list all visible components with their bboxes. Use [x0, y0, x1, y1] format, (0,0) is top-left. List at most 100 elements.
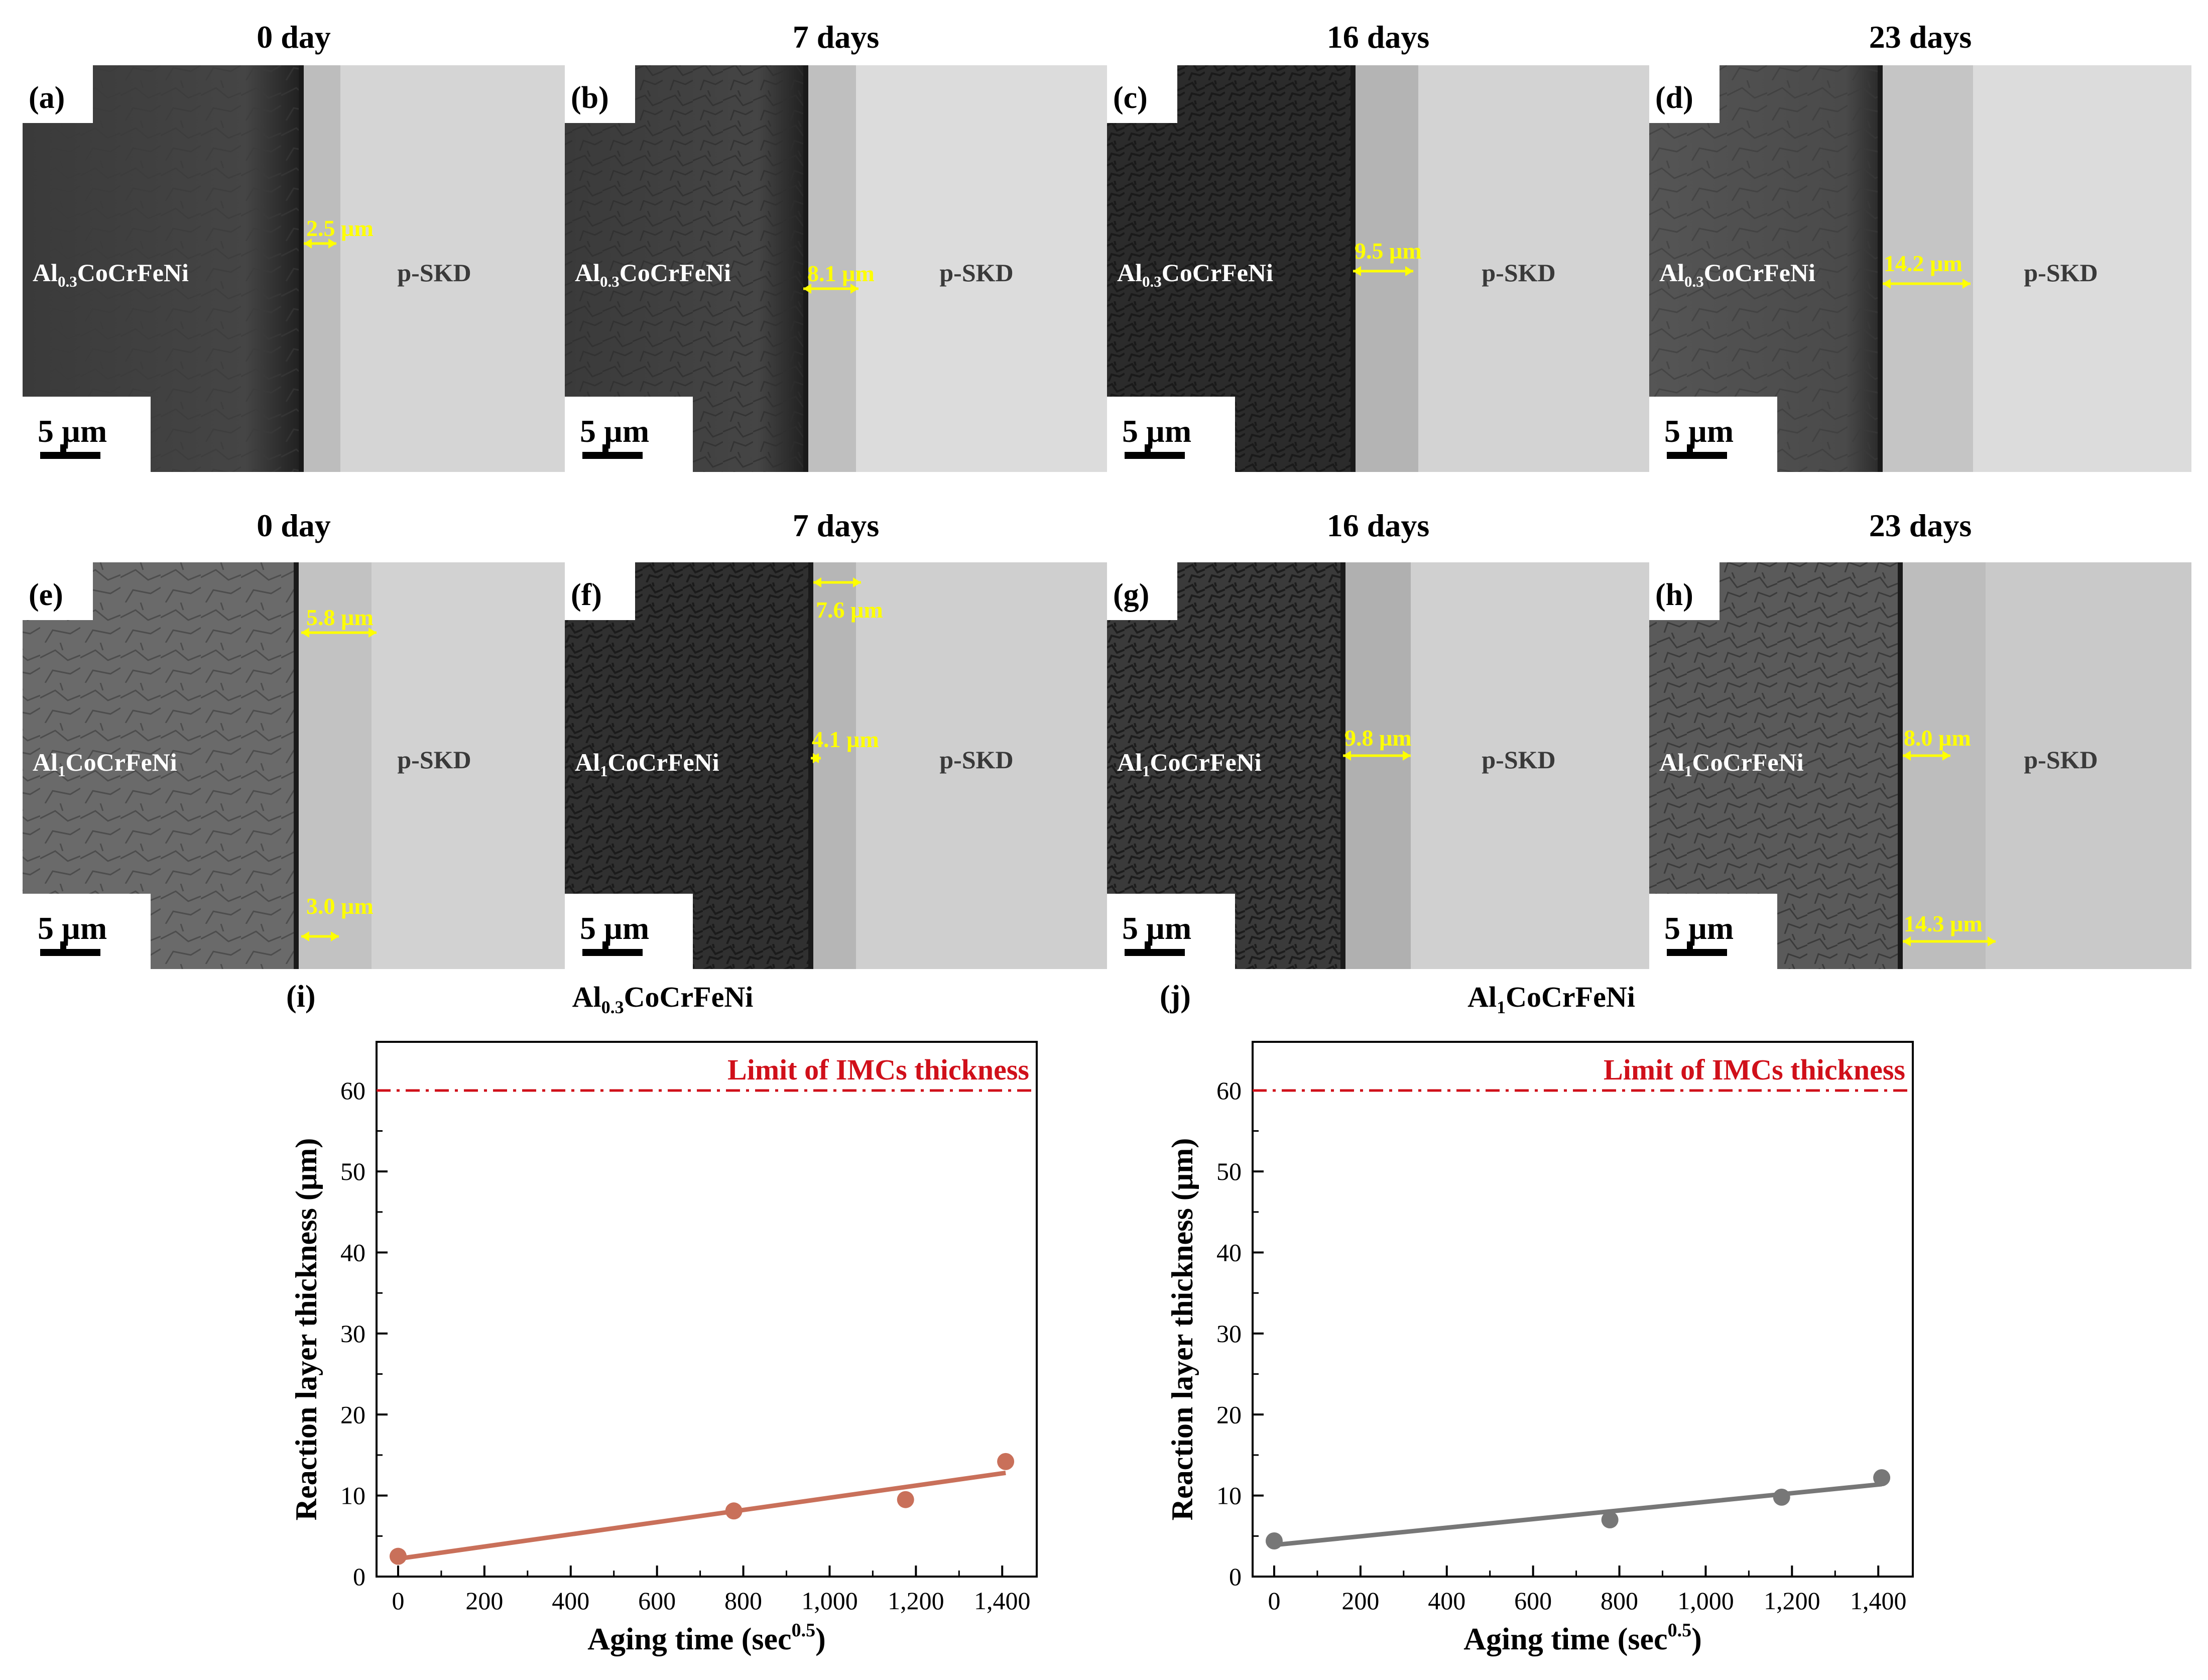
- y-tick-label: 50: [1216, 1157, 1242, 1185]
- scale-bar-label: 5 µm: [1122, 413, 1191, 449]
- thickness-measurement: 8.0 µm: [1903, 725, 1971, 761]
- measurement-label: 14.2 µm: [1884, 251, 1962, 276]
- scale-bar-label: 5 µm: [38, 413, 107, 449]
- chart-panel-label: (j): [1160, 980, 1191, 1014]
- x-tick-label: 600: [638, 1587, 676, 1615]
- chart-title-base: Al: [572, 981, 601, 1013]
- data-point: [1873, 1469, 1891, 1487]
- panel-label-box: [1107, 65, 1177, 123]
- x-tick-label: 400: [1428, 1587, 1465, 1615]
- panel-label: (h): [1655, 578, 1693, 612]
- x-axis-label-base: Aging time (sec: [1463, 1622, 1667, 1656]
- measurement-label: 2.5 µm: [306, 215, 374, 241]
- alloy-label-base: Al: [33, 748, 58, 776]
- measurement-label: 9.8 µm: [1344, 725, 1412, 751]
- alloy-label-rest: CoCrFeNi: [1150, 748, 1262, 776]
- scale-bar-box: [23, 894, 151, 969]
- x-axis-label-sup: 0.5: [1668, 1620, 1692, 1641]
- scale-bar: [582, 949, 643, 956]
- matrix-label: p-SKD: [1482, 259, 1555, 287]
- alloy-label-sub: 0.3: [600, 273, 620, 290]
- scale-bar-label: 5 µm: [1664, 413, 1734, 449]
- measurement-label: 9.5 µm: [1355, 238, 1422, 264]
- x-tick-label: 800: [1601, 1587, 1638, 1615]
- scale-bar-box: [1107, 894, 1235, 969]
- scale-bar-label: 5 µm: [1122, 910, 1191, 946]
- fit-line: [398, 1470, 1006, 1561]
- alloy-label-sub: 0.3: [1684, 273, 1704, 290]
- arrow-head-right: [813, 753, 821, 763]
- alloy-label-base: Al: [1659, 259, 1684, 287]
- arrow-head-right: [1962, 279, 1971, 289]
- thickness-measurement: 9.8 µm: [1343, 725, 1412, 761]
- measurement-label: 8.1 µm: [807, 261, 875, 286]
- thickness-measurement: 9.5 µm: [1353, 238, 1422, 276]
- x-tick-label: 600: [1514, 1587, 1552, 1615]
- micrograph-panel-g: 16 days (g) 5 µm Al1CoCrFeNi p-SKD 9.8 µm: [1107, 508, 1649, 969]
- panel-label: (c): [1113, 81, 1148, 115]
- scale-bar-tick: [602, 941, 608, 951]
- scale-bar: [1667, 452, 1727, 459]
- measurement-label: 3.0 µm: [306, 893, 374, 919]
- chart-title-sub: 1: [1497, 997, 1506, 1017]
- measurement-label: 8.0 µm: [1904, 725, 1971, 751]
- arrow-head-right: [1405, 266, 1413, 276]
- alloy-label: Al0.3CoCrFeNi: [1659, 259, 1815, 290]
- arrow-head-left: [1883, 279, 1891, 289]
- matrix-label: p-SKD: [939, 259, 1013, 287]
- alloy-label: Al1CoCrFeNi: [1659, 748, 1804, 780]
- y-axis-label: Reaction layer thickness (µm): [290, 1138, 323, 1521]
- scale-bar-tick: [60, 444, 66, 454]
- arrow-head-left: [1353, 266, 1361, 276]
- alloy-label-rest: CoCrFeNi: [1692, 748, 1804, 776]
- x-tick-label: 1,200: [888, 1587, 944, 1615]
- thickness-measurement: 3.0 µm: [301, 893, 374, 941]
- scale-bar-tick: [60, 941, 66, 951]
- scale-bar-label: 5 µm: [1664, 910, 1734, 946]
- y-tick-label: 40: [1216, 1239, 1242, 1267]
- scale-bar-box: [1107, 397, 1235, 472]
- scale-bar: [40, 452, 100, 459]
- plot-frame: [1252, 1041, 1914, 1578]
- chart-title-rest: CoCrFeNi: [1506, 981, 1635, 1013]
- alloy-label: Al1CoCrFeNi: [575, 748, 719, 780]
- alloy-label-rest: CoCrFeNi: [66, 748, 177, 776]
- alloy-label-base: Al: [575, 748, 600, 776]
- alloy-label: Al0.3CoCrFeNi: [1117, 259, 1273, 290]
- micrograph-panel-c: 16 days (c) 5 µm Al0.3CoCrFeNi p-SKD 9.5 µm: [1107, 19, 1649, 472]
- scale-bar-tick: [1145, 444, 1151, 454]
- x-tick-label: 800: [724, 1587, 762, 1615]
- arrow-head-right: [850, 284, 858, 294]
- arrow-head-right: [331, 931, 339, 941]
- x-axis-label: Aging time (sec0.5): [1463, 1620, 1702, 1656]
- scale-bar-tick: [1687, 941, 1693, 951]
- alloy-label: Al1CoCrFeNi: [33, 748, 177, 780]
- panel-label: (e): [29, 578, 63, 612]
- scale-bar-tick: [1145, 941, 1151, 951]
- matrix-label: p-SKD: [939, 746, 1013, 774]
- micrograph-panel-b: 7 days (b) 5 µm Al0.3CoCrFeNi p-SKD 8.1 µm: [565, 19, 1107, 472]
- arrow-head-left: [1903, 751, 1911, 761]
- measurement-label: 5.8 µm: [306, 605, 374, 630]
- reaction-layer-band: [301, 65, 340, 472]
- y-tick-label: 40: [340, 1239, 365, 1267]
- arrow-head-left: [1343, 751, 1351, 761]
- data-point: [725, 1502, 743, 1520]
- alloy-label-base: Al: [33, 259, 58, 287]
- scale-bar: [1125, 949, 1185, 956]
- y-tick-label: 20: [1216, 1400, 1242, 1428]
- measurement-label: 4.1 µm: [812, 727, 879, 752]
- matrix-label: p-SKD: [2024, 746, 2098, 774]
- arrow-head-right: [1942, 751, 1950, 761]
- scale-bar-box: [1649, 397, 1777, 472]
- thickness-measurement: 4.1 µm: [811, 727, 879, 763]
- alloy-label-rest: CoCrFeNi: [1162, 259, 1273, 287]
- alloy-label: Al1CoCrFeNi: [1117, 748, 1262, 780]
- reaction-layer-band: [811, 562, 856, 969]
- reaction-layer-band: [1880, 65, 1973, 472]
- scale-bar-tick: [1687, 444, 1693, 454]
- alloy-label: Al0.3CoCrFeNi: [575, 259, 731, 290]
- y-tick-label: 60: [1216, 1076, 1242, 1105]
- limit-label: Limit of IMCs thickness: [727, 1053, 1029, 1086]
